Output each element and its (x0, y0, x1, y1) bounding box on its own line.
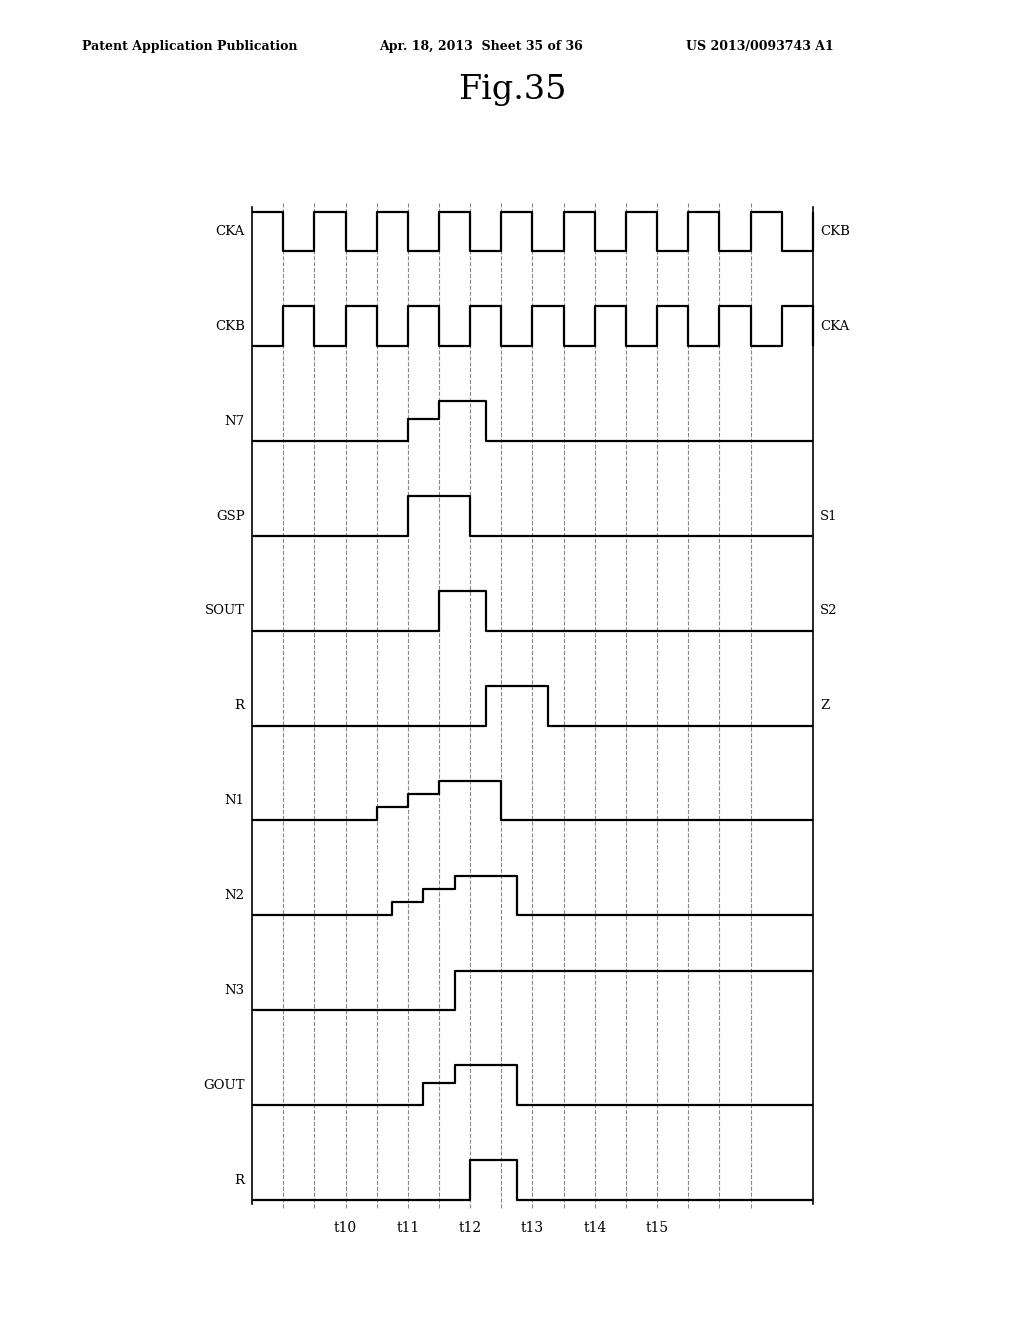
Text: t12: t12 (459, 1221, 481, 1234)
Text: t15: t15 (645, 1221, 669, 1234)
Text: CKB: CKB (215, 319, 245, 333)
Text: CKA: CKA (215, 224, 245, 238)
Text: R: R (234, 1173, 245, 1187)
Text: CKB: CKB (820, 224, 850, 238)
Text: Patent Application Publication: Patent Application Publication (82, 40, 297, 53)
Text: GSP: GSP (216, 510, 245, 523)
Text: N1: N1 (224, 795, 245, 807)
Text: CKA: CKA (820, 319, 850, 333)
Text: t11: t11 (396, 1221, 420, 1234)
Text: Apr. 18, 2013  Sheet 35 of 36: Apr. 18, 2013 Sheet 35 of 36 (379, 40, 583, 53)
Text: t10: t10 (334, 1221, 357, 1234)
Text: S2: S2 (820, 605, 838, 618)
Text: Fig.35: Fig.35 (458, 74, 566, 106)
Text: GOUT: GOUT (203, 1078, 245, 1092)
Text: N7: N7 (224, 414, 245, 428)
Text: Z: Z (820, 700, 829, 713)
Text: S1: S1 (820, 510, 838, 523)
Text: N2: N2 (224, 890, 245, 902)
Text: SOUT: SOUT (205, 605, 245, 618)
Text: US 2013/0093743 A1: US 2013/0093743 A1 (686, 40, 834, 53)
Text: N3: N3 (224, 983, 245, 997)
Text: R: R (234, 700, 245, 713)
Text: t13: t13 (521, 1221, 544, 1234)
Text: t14: t14 (583, 1221, 606, 1234)
